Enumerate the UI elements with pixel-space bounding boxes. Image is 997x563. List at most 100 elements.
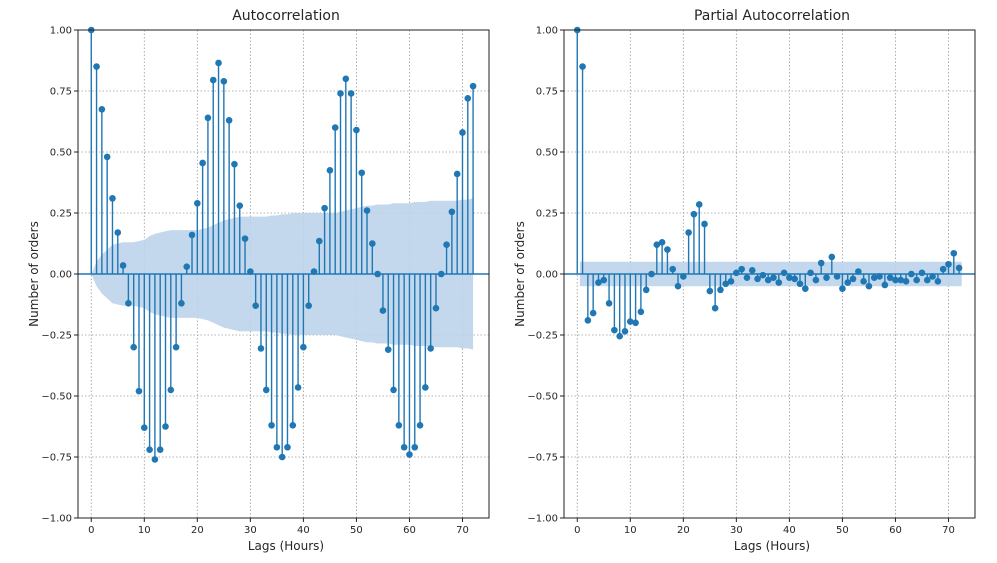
acf-x-tick-label-2: 20 bbox=[191, 525, 204, 536]
pacf-point-lag-21 bbox=[685, 229, 692, 236]
pacf-point-lag-70 bbox=[945, 260, 952, 268]
pacf-title: Partial Autocorrelation bbox=[694, 8, 850, 24]
acf-point-lag-62 bbox=[416, 421, 424, 429]
acf-point-lag-26 bbox=[225, 116, 233, 124]
acf-point-lag-31 bbox=[252, 302, 259, 310]
acf-markers bbox=[87, 26, 477, 463]
acf-point-lag-23 bbox=[209, 76, 217, 84]
pacf-point-lag-61 bbox=[897, 276, 905, 284]
pacf-point-lag-17 bbox=[664, 246, 671, 253]
pacf-point-lag-8 bbox=[616, 332, 623, 340]
pacf-point-lag-36 bbox=[764, 276, 772, 284]
pacf-point-lag-50 bbox=[839, 285, 846, 292]
acf-point-lag-69 bbox=[453, 170, 461, 178]
pacf-point-lag-28 bbox=[722, 280, 730, 288]
acf-point-lag-38 bbox=[289, 421, 297, 429]
acf-y-tick-label-2: −0.50 bbox=[41, 392, 72, 403]
acf-point-lag-57 bbox=[390, 386, 397, 394]
acf-point-lag-46 bbox=[331, 124, 339, 131]
acf-point-lag-36 bbox=[278, 453, 286, 461]
pacf-point-lag-33 bbox=[748, 267, 756, 274]
acf-point-lag-7 bbox=[125, 299, 132, 307]
acf-point-lag-1 bbox=[93, 63, 100, 70]
acf-point-lag-5 bbox=[114, 229, 122, 236]
pacf-x-tick-label-0: 0 bbox=[574, 525, 580, 536]
pacf-point-lag-6 bbox=[605, 299, 613, 307]
pacf-point-lag-27 bbox=[717, 286, 724, 294]
acf-point-lag-72 bbox=[469, 82, 477, 90]
acf-point-lag-6 bbox=[119, 262, 127, 269]
acf-point-lag-16 bbox=[172, 343, 180, 351]
acf-point-lag-56 bbox=[384, 346, 392, 353]
pacf-point-lag-63 bbox=[908, 270, 915, 278]
pacf-point-lag-23 bbox=[695, 201, 703, 208]
pacf-point-lag-48 bbox=[828, 253, 836, 261]
pacf-point-lag-12 bbox=[637, 308, 645, 316]
acf-point-lag-34 bbox=[268, 421, 275, 429]
pacf-point-lag-66 bbox=[923, 276, 931, 284]
acf-point-lag-47 bbox=[337, 90, 344, 97]
pacf-x-tick-label-3: 30 bbox=[730, 525, 743, 536]
pacf-x-ticks: 0 10 20 30 40 50 60 70 bbox=[574, 518, 955, 536]
pacf-point-lag-13 bbox=[642, 286, 650, 294]
pacf-point-lag-46 bbox=[817, 259, 825, 267]
pacf-point-lag-15 bbox=[653, 241, 661, 249]
acf-y-tick-label-4: 0.00 bbox=[50, 270, 72, 281]
acf-point-lag-65 bbox=[432, 304, 440, 312]
acf-point-lag-32 bbox=[257, 345, 265, 352]
pacf-x-tick-label-4: 40 bbox=[783, 525, 796, 536]
acf-point-lag-68 bbox=[448, 208, 456, 216]
acf-point-lag-22 bbox=[204, 114, 212, 122]
acf-x-ticks: 0 10 20 30 40 50 60 70 bbox=[88, 518, 469, 536]
acf-title: Autocorrelation bbox=[232, 8, 340, 24]
pacf-point-lag-71 bbox=[950, 249, 958, 257]
pacf-point-lag-18 bbox=[669, 265, 677, 273]
pacf-point-lag-45 bbox=[812, 276, 820, 284]
acf-point-lag-63 bbox=[422, 384, 429, 391]
acf-y-tick-label-7: 0.75 bbox=[50, 87, 72, 98]
acf-x-tick-label-3: 30 bbox=[244, 525, 257, 536]
acf-point-lag-41 bbox=[305, 302, 312, 310]
acf-x-tick-label-7: 70 bbox=[456, 525, 469, 536]
acf-x-axis-label: Lags (Hours) bbox=[248, 539, 324, 553]
acf-y-tick-label-6: 0.50 bbox=[50, 148, 72, 159]
pacf-y-tick-label-0: −1.00 bbox=[527, 514, 558, 525]
pacf-point-lag-55 bbox=[865, 282, 873, 290]
acf-point-lag-28 bbox=[236, 202, 244, 209]
acf-point-lag-15 bbox=[167, 386, 175, 394]
acf-point-lag-2 bbox=[98, 106, 106, 113]
acf-point-lag-9 bbox=[135, 387, 143, 395]
pacf-stems bbox=[576, 30, 960, 337]
pacf-point-lag-56 bbox=[870, 274, 878, 281]
pacf-point-lag-42 bbox=[796, 280, 804, 288]
pacf-y-tick-label-8: 1.00 bbox=[536, 26, 558, 37]
pacf-x-tick-label-5: 50 bbox=[836, 525, 849, 536]
acf-panel: Autocorrelation Lags (Hours) Number of o… bbox=[27, 8, 490, 553]
pacf-y-tick-label-1: −0.75 bbox=[527, 453, 558, 464]
acf-point-lag-61 bbox=[411, 443, 419, 451]
acf-y-tick-label-5: 0.25 bbox=[50, 209, 72, 220]
acf-x-tick-label-1: 10 bbox=[138, 525, 151, 536]
acf-point-lag-45 bbox=[326, 167, 334, 174]
pacf-point-lag-35 bbox=[759, 271, 767, 279]
acf-point-lag-17 bbox=[178, 299, 185, 307]
pacf-point-lag-41 bbox=[791, 275, 798, 283]
pacf-point-lag-59 bbox=[886, 274, 894, 281]
pacf-point-lag-43 bbox=[801, 285, 809, 292]
acf-y-axis-label: Number of orders bbox=[27, 221, 41, 327]
pacf-point-lag-38 bbox=[775, 279, 783, 286]
pacf-point-lag-34 bbox=[754, 275, 761, 283]
acf-point-lag-52 bbox=[363, 207, 371, 214]
pacf-point-lag-5 bbox=[600, 276, 608, 284]
acf-point-lag-20 bbox=[194, 199, 201, 207]
acf-point-lag-66 bbox=[437, 270, 445, 278]
pacf-point-lag-25 bbox=[706, 287, 714, 295]
acf-point-lag-43 bbox=[315, 237, 323, 245]
acf-point-lag-48 bbox=[342, 75, 350, 83]
pacf-y-tick-label-5: 0.25 bbox=[536, 209, 558, 220]
pacf-y-tick-label-4: 0.00 bbox=[536, 270, 558, 281]
pacf-point-lag-16 bbox=[658, 238, 666, 246]
pacf-point-lag-3 bbox=[589, 309, 597, 317]
pacf-point-lag-31 bbox=[738, 265, 745, 273]
acf-point-lag-3 bbox=[103, 153, 111, 161]
